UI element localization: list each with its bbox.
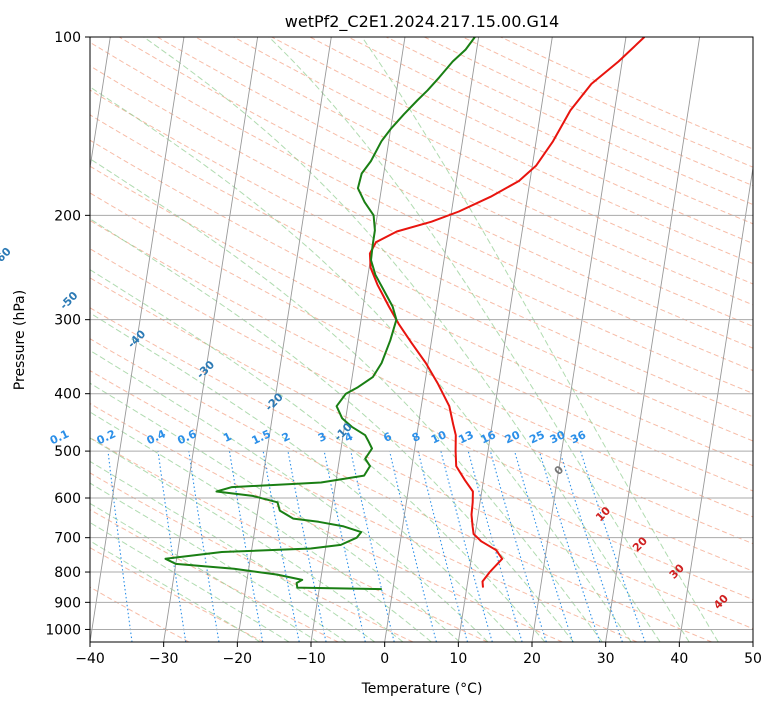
moist-adiabat xyxy=(90,269,546,642)
dry-adiabat xyxy=(118,37,753,349)
y-tick-label: 1000 xyxy=(45,622,81,638)
y-tick-label: 500 xyxy=(54,444,81,460)
moist-adiabat xyxy=(90,218,574,642)
y-tick-label: 800 xyxy=(54,565,81,581)
dry-adiabat xyxy=(90,370,638,642)
dry-adiabat xyxy=(90,165,753,492)
x-tick-label: −10 xyxy=(296,651,326,667)
profiles xyxy=(164,37,646,591)
mixing-ratio-line xyxy=(580,450,646,642)
x-axis-label: Temperature (°C) xyxy=(361,681,483,697)
mixing-ratio-line xyxy=(287,451,327,642)
isotherm xyxy=(678,164,753,642)
dry-adiabat xyxy=(90,192,753,518)
moist-adiabat xyxy=(361,37,719,642)
moist-adiabat xyxy=(143,37,661,642)
moist-adiabat xyxy=(90,437,404,642)
y-axis-label: Pressure (hPa) xyxy=(12,290,28,390)
x-tick-label: −30 xyxy=(149,651,179,667)
isotherm xyxy=(531,37,627,642)
moist-adiabat xyxy=(90,312,517,642)
mixing-ratio-label: 30 xyxy=(548,428,568,446)
mixing-ratio-line xyxy=(188,451,220,642)
mixing-ratio-label: 20 xyxy=(503,428,523,446)
x-tick-label: 20 xyxy=(523,651,541,667)
dry-adiabat xyxy=(90,219,753,545)
moist-adiabat xyxy=(90,382,461,642)
isotherm xyxy=(163,37,259,642)
moist-adiabat xyxy=(268,37,690,642)
mixing-ratio-line xyxy=(323,450,366,642)
y-tick-label: 700 xyxy=(54,531,81,547)
isotherm xyxy=(605,37,701,642)
y-tick-label: 200 xyxy=(54,208,81,224)
dry-adiabat xyxy=(90,41,753,372)
grid xyxy=(90,37,753,642)
y-tick-label: 100 xyxy=(54,30,81,46)
mixing-ratio-label: 16 xyxy=(478,428,498,446)
isotherm xyxy=(310,37,406,642)
temperature-profile xyxy=(368,37,646,588)
x-tick-label: 10 xyxy=(449,651,467,667)
moist-adiabat xyxy=(90,482,347,642)
y-axis: 100 200 300 400 500 600 700 800 900 1000 xyxy=(45,30,90,638)
moist-adiabat xyxy=(90,411,432,642)
dewpoint-profile xyxy=(164,37,476,591)
mixing-ratio-line xyxy=(514,450,574,642)
mixing-ratio-label: 10 xyxy=(429,428,449,446)
chart-title: wetPf2_C2E1.2024.217.15.00.G14 xyxy=(285,12,559,32)
mixing-ratio-line xyxy=(489,450,547,642)
dry-adiabat xyxy=(195,37,753,306)
moist-adiabat xyxy=(90,460,376,642)
mixing-ratio-line xyxy=(157,451,187,642)
dry-adiabat xyxy=(90,338,712,642)
x-axis: −40 −30 −20 −10 0 10 20 30 40 50 xyxy=(75,642,762,667)
plot-frame xyxy=(89,36,754,643)
mixing-ratio-line xyxy=(262,451,300,642)
mixing-ratio-line xyxy=(417,450,469,642)
mixing-ratio-line xyxy=(538,450,601,642)
y-tick-label: 900 xyxy=(54,595,81,611)
x-tick-label: −40 xyxy=(75,651,105,667)
dry-adiabat xyxy=(90,547,264,642)
background-lines xyxy=(90,37,753,642)
y-tick-label: 600 xyxy=(54,491,81,507)
moist-adiabat xyxy=(90,86,632,642)
isotherm xyxy=(457,37,553,642)
isotherm xyxy=(90,37,185,642)
moist-adiabat xyxy=(90,540,261,642)
dry-adiabat xyxy=(90,248,753,572)
mixing-ratio-line xyxy=(467,450,523,642)
mixing-ratio-label: 25 xyxy=(527,428,546,446)
isotherm xyxy=(90,37,111,171)
dry-adiabat xyxy=(233,37,753,285)
isotherm xyxy=(236,37,332,642)
dry-adiabat xyxy=(90,139,753,467)
y-tick-label: 300 xyxy=(54,313,81,329)
y-tick-label: 400 xyxy=(54,387,81,403)
x-tick-label: −20 xyxy=(223,651,253,667)
mixing-ratio-line xyxy=(559,450,623,642)
mixing-ratio-label: 13 xyxy=(456,428,475,446)
mixing-ratio-line xyxy=(389,450,437,642)
dry-adiabat xyxy=(90,437,488,642)
dry-adiabat xyxy=(90,277,753,601)
x-tick-label: 0 xyxy=(380,651,389,667)
dry-adiabat xyxy=(157,37,753,327)
x-tick-label: 50 xyxy=(744,651,762,667)
mixing-ratio-label: 36 xyxy=(569,428,589,446)
x-tick-label: 40 xyxy=(670,651,688,667)
isotherm xyxy=(384,37,480,642)
x-tick-label: 30 xyxy=(597,651,615,667)
